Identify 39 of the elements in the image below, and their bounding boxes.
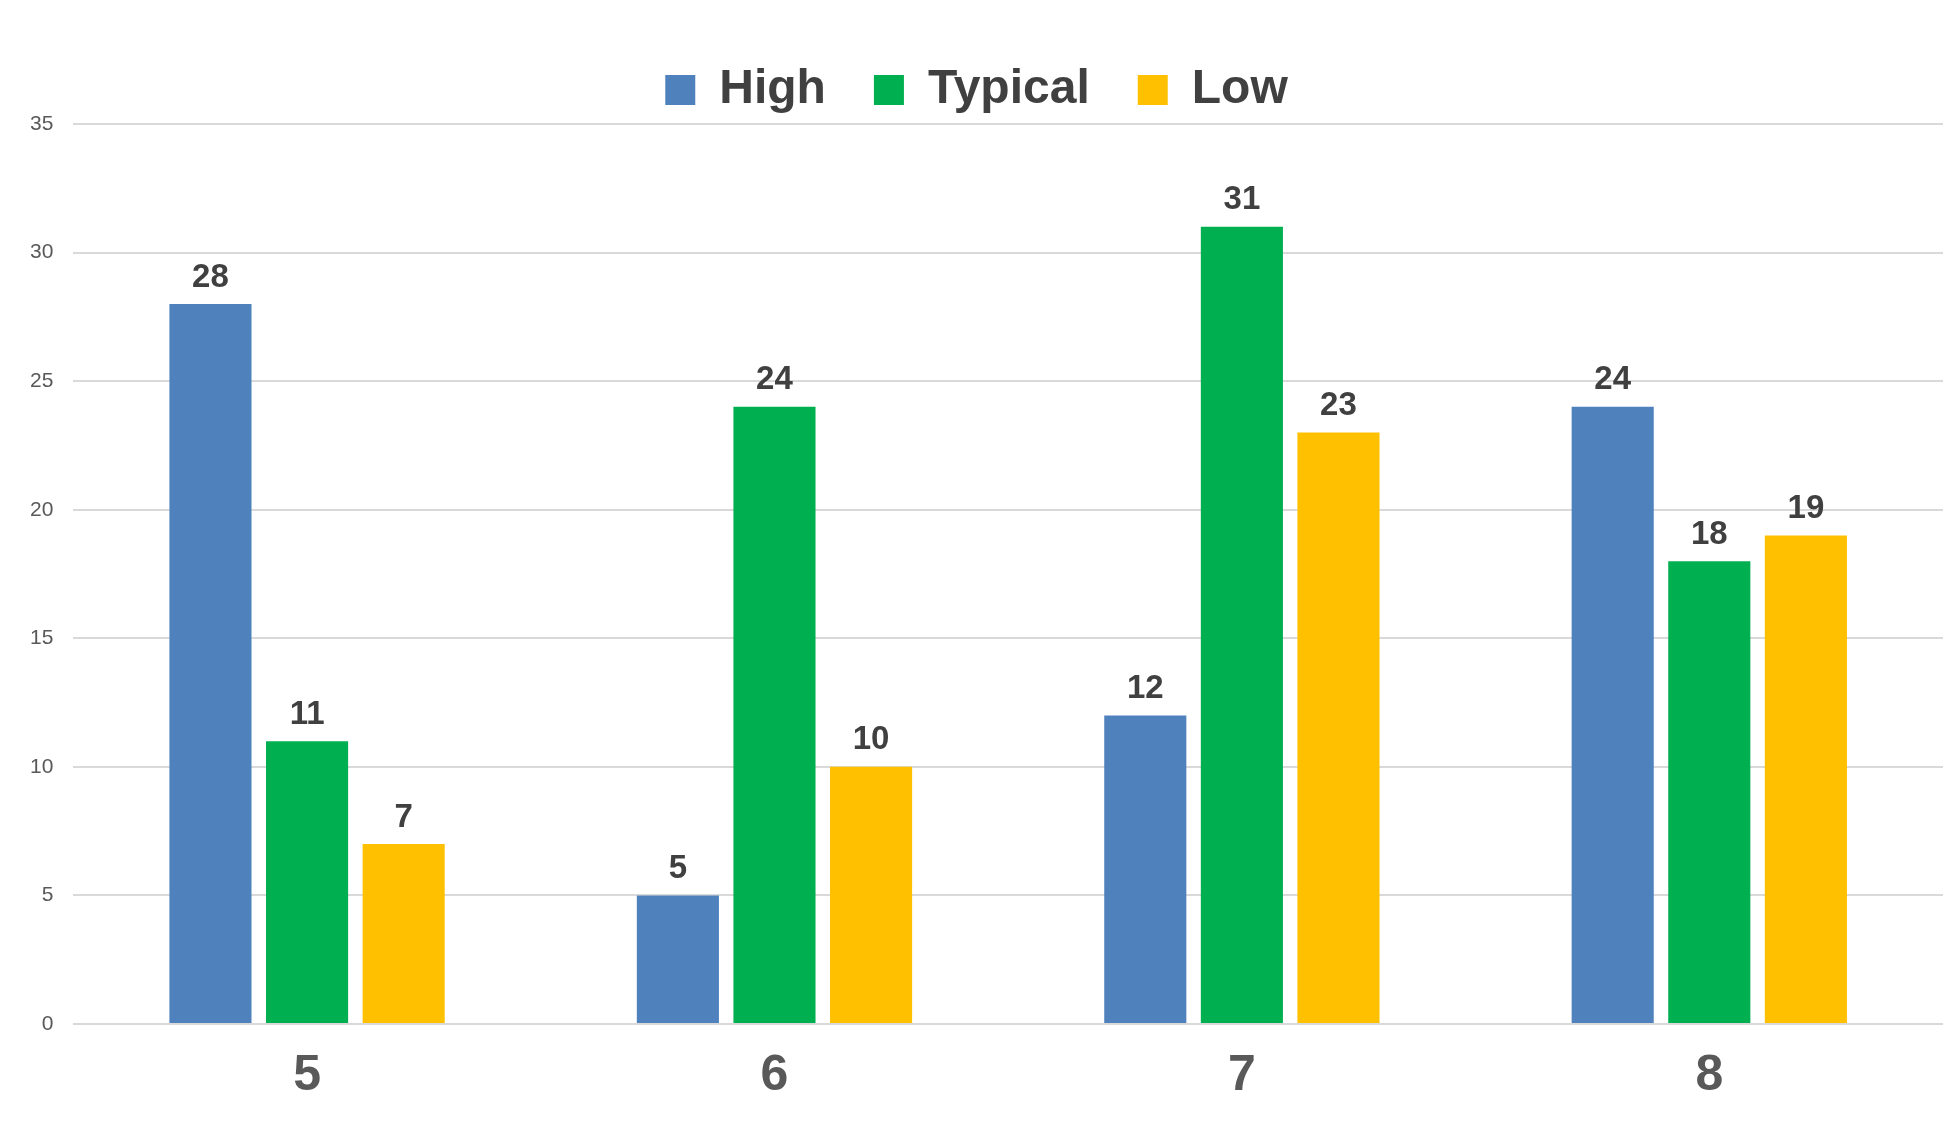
bar <box>1571 406 1654 1023</box>
y-tick-label: 30 <box>30 239 54 263</box>
y-tick-label: 0 <box>41 1010 54 1034</box>
data-label: 23 <box>1320 385 1357 423</box>
bar <box>1104 715 1187 1023</box>
bar <box>830 766 913 1023</box>
bar <box>1668 561 1751 1023</box>
data-label: 19 <box>1787 488 1825 526</box>
data-label: 10 <box>852 719 890 757</box>
y-tick-label: 20 <box>30 496 54 520</box>
y-tick-label: 35 <box>30 110 54 134</box>
legend-label: Low <box>1191 60 1289 114</box>
x-tick-label: 7 <box>1227 1044 1256 1101</box>
data-label: 24 <box>1594 359 1632 397</box>
data-label: 28 <box>192 256 229 294</box>
bar <box>1297 432 1380 1023</box>
bar <box>733 406 816 1023</box>
legend-label: High <box>719 60 826 114</box>
y-tick-label: 25 <box>30 367 54 391</box>
x-tick-label: 6 <box>760 1044 789 1101</box>
bar <box>636 895 719 1023</box>
bar <box>1200 226 1283 1023</box>
y-tick-label: 15 <box>30 625 54 649</box>
y-tick-label: 5 <box>41 882 54 906</box>
bar <box>266 741 349 1023</box>
data-label: 5 <box>668 848 688 886</box>
data-label: 7 <box>394 796 413 834</box>
x-tick-label: 5 <box>293 1044 321 1101</box>
bar <box>362 844 445 1023</box>
data-label: 12 <box>1126 668 1164 706</box>
data-label: 18 <box>1690 513 1728 551</box>
bar <box>169 304 252 1023</box>
y-tick-label: 10 <box>30 753 54 777</box>
legend-label: Typical <box>927 60 1090 114</box>
bar <box>1764 535 1847 1023</box>
x-tick-label: 8 <box>1695 1044 1724 1101</box>
data-label: 31 <box>1223 179 1261 217</box>
data-label: 24 <box>756 359 794 397</box>
data-label: 11 <box>289 693 325 731</box>
